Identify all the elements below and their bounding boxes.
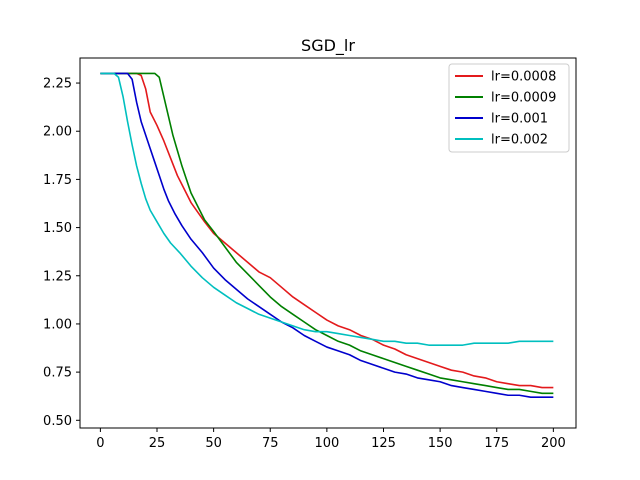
x-tick-label-0: 0 <box>96 436 104 451</box>
y-tick-label-1: 0.75 <box>43 366 72 381</box>
plot-frame <box>79 57 577 429</box>
y-tick-label-3: 1.25 <box>43 269 72 284</box>
x-tick-label-7: 175 <box>484 436 509 451</box>
legend-label-0: lr=0.0008 <box>491 70 556 85</box>
legend-box <box>448 63 570 153</box>
series-line-0 <box>100 72 554 389</box>
series-line-3 <box>100 72 554 346</box>
x-tick-label-8: 200 <box>541 436 566 451</box>
y-tick-label-5: 1.75 <box>43 173 72 188</box>
x-tick-label-4: 100 <box>314 436 339 451</box>
x-tick-label-6: 150 <box>428 436 453 451</box>
x-tick-label-2: 50 <box>205 436 222 451</box>
x-tick-label-5: 125 <box>371 436 396 451</box>
chart-title: SGD_lr <box>301 36 355 56</box>
legend-label-1: lr=0.0009 <box>491 91 556 106</box>
y-axis: 0.50 0.75 1.00 1.25 1.50 1.75 2.00 2.25 <box>43 77 80 429</box>
series-line-2 <box>100 72 554 398</box>
y-tick-label-4: 1.50 <box>43 221 72 236</box>
y-tick-label-0: 0.50 <box>43 414 72 429</box>
legend-label-3: lr=0.002 <box>491 133 548 148</box>
y-tick-label-6: 2.00 <box>43 125 72 140</box>
series-layer <box>100 72 554 398</box>
legend-label-2: lr=0.001 <box>491 112 548 127</box>
legend: lr=0.0008 lr=0.0009 lr=0.001 lr=0.002 <box>448 63 570 153</box>
y-tick-label-2: 1.00 <box>43 317 72 332</box>
x-tick-label-1: 25 <box>149 436 166 451</box>
x-axis: 0 25 50 75 100 125 150 175 200 <box>96 428 566 451</box>
x-tick-label-3: 75 <box>262 436 279 451</box>
series-line-1 <box>100 72 554 395</box>
y-tick-label-7: 2.25 <box>43 77 72 92</box>
